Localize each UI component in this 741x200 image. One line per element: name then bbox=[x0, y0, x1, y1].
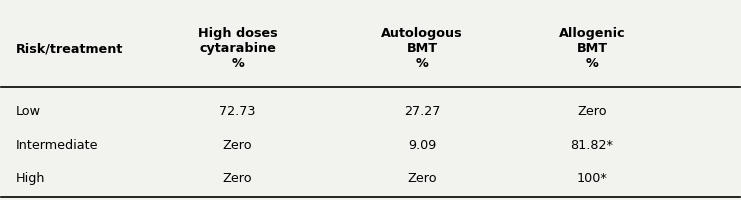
Text: Zero: Zero bbox=[577, 105, 607, 118]
Text: High: High bbox=[16, 172, 46, 185]
Text: Zero: Zero bbox=[408, 172, 437, 185]
Text: Intermediate: Intermediate bbox=[16, 139, 99, 152]
Text: 9.09: 9.09 bbox=[408, 139, 436, 152]
Text: Autologous
BMT
%: Autologous BMT % bbox=[382, 27, 463, 70]
Text: Low: Low bbox=[16, 105, 41, 118]
Text: High doses
cytarabine
%: High doses cytarabine % bbox=[198, 27, 277, 70]
Text: 27.27: 27.27 bbox=[404, 105, 440, 118]
Text: 72.73: 72.73 bbox=[219, 105, 256, 118]
Text: 81.82*: 81.82* bbox=[571, 139, 614, 152]
Text: 100*: 100* bbox=[576, 172, 608, 185]
Text: Allogenic
BMT
%: Allogenic BMT % bbox=[559, 27, 625, 70]
Text: Zero: Zero bbox=[223, 172, 253, 185]
Text: Zero: Zero bbox=[223, 139, 253, 152]
Text: Risk/treatment: Risk/treatment bbox=[16, 42, 124, 55]
